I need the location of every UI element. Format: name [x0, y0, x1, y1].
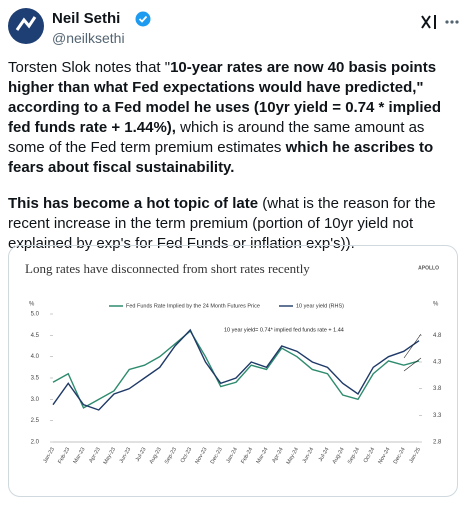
- y2-tick-label: 3.8: [433, 386, 442, 392]
- x-tick-label: Sep-23: [164, 447, 178, 465]
- post-text: Torsten Slok notes that "10-year rates a…: [8, 58, 460, 270]
- grok-button[interactable]: [420, 12, 440, 32]
- x-tick-label: Feb-24: [240, 447, 254, 465]
- x-tick-label: Sep-24: [347, 447, 361, 465]
- y-tick-label: 3.5: [31, 376, 40, 382]
- y2-tick-label: 4.3: [433, 360, 442, 366]
- annotation-arrow: [403, 333, 422, 359]
- text-segment: Torsten Slok notes that ": [8, 59, 171, 76]
- chart: Long rates have disconnected from short …: [25, 261, 442, 466]
- x-tick-label: Dec-24: [393, 447, 407, 465]
- paragraph: Torsten Slok notes that "10-year rates a…: [8, 58, 460, 178]
- x-tick-label: Mar-23: [73, 447, 87, 465]
- chart-title: Long rates have disconnected from short …: [25, 261, 310, 276]
- x-tick-label: Jan-24: [225, 447, 239, 465]
- series-line: [52, 328, 420, 411]
- x-tick-label: Jan-23: [42, 447, 56, 465]
- series-line: [52, 330, 420, 409]
- y-tick-label: 4.5: [31, 333, 40, 339]
- media-card[interactable]: Long rates have disconnected from short …: [8, 245, 458, 497]
- x-tick-label: Nov-24: [377, 447, 391, 465]
- avatar[interactable]: [8, 8, 44, 44]
- y2-tick-label: 4.8: [433, 333, 442, 339]
- author-name[interactable]: Neil Sethi: [52, 10, 121, 27]
- x-tick-label: Oct-24: [363, 447, 376, 464]
- brand: APOLLO: [418, 265, 439, 271]
- legend-label: Fed Funds Rate Implied by the 24 Month F…: [126, 303, 260, 309]
- author-handle[interactable]: @neilksethi: [52, 30, 125, 46]
- x-tick-label: May-24: [286, 447, 300, 466]
- y2-unit: %: [433, 302, 439, 308]
- x-tick-label: Feb-23: [57, 447, 71, 465]
- more-button[interactable]: [444, 12, 460, 32]
- x-tick-label: Aug-24: [332, 447, 346, 465]
- x-tick-label: Jun-23: [119, 447, 133, 465]
- x-tick-label: Dec-23: [210, 447, 224, 465]
- text-segment: which is around the same amount as some …: [8, 119, 425, 156]
- y2-tick-label: 3.3: [433, 413, 442, 419]
- text-segment: This has become a hot topic of late: [8, 195, 259, 212]
- x-tick-label: Nov-23: [194, 447, 208, 465]
- x-tick-label: Jul-24: [318, 447, 331, 463]
- verified-badge: [135, 11, 151, 27]
- annotation: 10 year yield= 0.74* implied fed funds r…: [224, 327, 344, 333]
- y-tick-label: 4.0: [31, 354, 40, 360]
- x-tick-label: Mar-24: [256, 447, 270, 465]
- y-unit: %: [29, 302, 35, 308]
- x-tick-label: Jun-24: [302, 447, 316, 465]
- paragraph: This has become a hot topic of late (wha…: [8, 194, 460, 254]
- x-tick-label: Apr-24: [271, 447, 284, 464]
- x-tick-label: May-23: [103, 447, 117, 466]
- y-tick-label: 5.0: [31, 312, 40, 318]
- y2-tick-label: 2.8: [433, 440, 442, 446]
- y-tick-label: 2.0: [31, 440, 40, 446]
- x-tick-label: Apr-23: [88, 447, 101, 464]
- text-segment: which he ascribes to fears about fiscal …: [8, 139, 434, 176]
- text-segment: (what is the reason for the recent incre…: [8, 195, 436, 252]
- x-tick-label: Jul-23: [135, 447, 148, 463]
- text-segment: 10-year rates are now 40 basis points hi…: [8, 59, 442, 136]
- legend-label: 10 year yield (RHS): [296, 303, 344, 309]
- x-tick-label: Aug-23: [149, 447, 163, 465]
- annotation-arrow: [403, 357, 422, 372]
- y-tick-label: 3.0: [31, 397, 40, 403]
- x-tick-label: Jan-25: [408, 447, 422, 465]
- y-tick-label: 2.5: [31, 418, 40, 424]
- x-tick-label: Oct-23: [180, 447, 193, 464]
